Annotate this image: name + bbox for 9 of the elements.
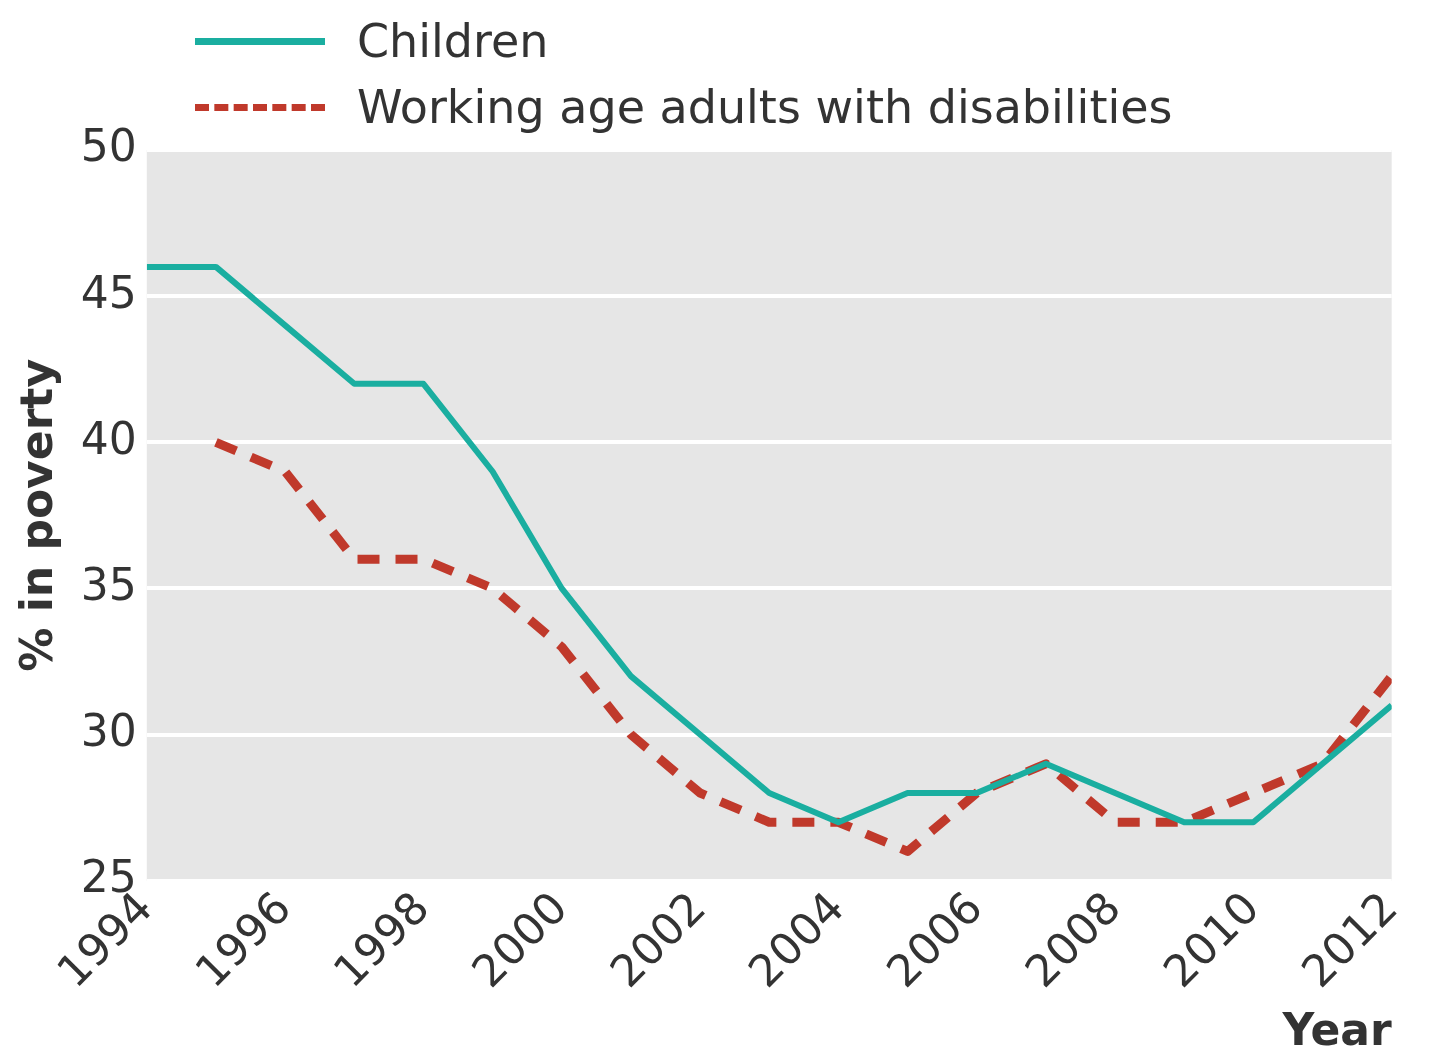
y-axis-title: % in poverty [10,358,62,672]
y-tick-label: 35 [80,558,137,610]
y-tick-label: 45 [80,266,137,318]
y-tick-label: 30 [80,704,137,756]
y-tick-label: 50 [80,120,137,172]
y-tick-label: 40 [80,412,137,464]
legend-label: Working age adults with disabilities [357,80,1173,134]
legend-label: Children [357,14,549,68]
x-axis-title: Year [1281,1004,1392,1056]
